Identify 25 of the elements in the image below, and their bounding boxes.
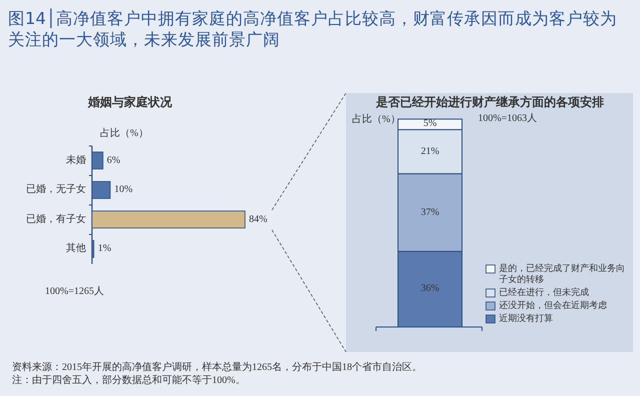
data-label: 1% xyxy=(98,243,112,255)
text: 100%=1265人 xyxy=(45,286,104,298)
y-tick-label: 未婚 xyxy=(66,154,86,166)
legend-label: 已经在进行，但未完成 xyxy=(499,287,590,298)
data-label: 21% xyxy=(420,146,440,158)
text: 100%=1063人 xyxy=(478,113,537,125)
text: 资料来源：2015年开展的高净值客户调研，样本总量为1265名，分布于中国18个省市自治区。 xyxy=(12,362,422,374)
data-label: 84% xyxy=(249,214,268,226)
y-tick-label: 其他 xyxy=(66,243,86,255)
legend-label: 近期没有打算 xyxy=(499,313,554,324)
y-tick-label: 已婚，有子女 xyxy=(26,214,86,226)
legend-label: 是的，已经完成了财产和业务向子女的转移 xyxy=(499,263,626,285)
text: 图14│高净值客户中拥有家庭的高净值客户占比较高，财富传承因而成为客户较为关注的一大领域，未来发展前景广阔 xyxy=(8,8,618,50)
text: 是否已经开始进行财产继承方面的各项安排 xyxy=(376,95,604,109)
chart-subtitle: 婚姻与家庭状况 xyxy=(88,95,172,109)
y-axis-title: 占比（%） xyxy=(352,114,400,126)
data-label: 10% xyxy=(114,184,133,196)
data-label: 36% xyxy=(420,283,440,296)
data-label: 6% xyxy=(106,154,120,166)
text: 注：由于四舍五入，部分数据总和可能不等于100%。 xyxy=(12,375,246,387)
data-label: 5% xyxy=(423,118,437,130)
y-axis-title: 占比（%） xyxy=(100,128,148,140)
data-label: 37% xyxy=(420,206,440,219)
legend-label: 还没开始，但会在近期考虑 xyxy=(499,300,608,311)
y-tick-label: 已婚，无子女 xyxy=(26,184,86,196)
